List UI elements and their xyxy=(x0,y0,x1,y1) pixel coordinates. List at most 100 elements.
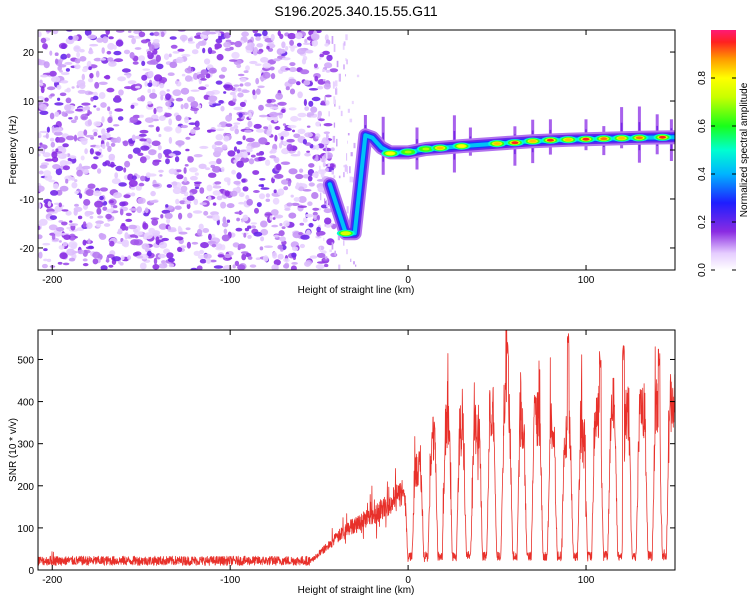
noise-blob xyxy=(304,132,313,138)
noise-blob xyxy=(215,128,225,131)
noise-blob xyxy=(185,148,190,152)
noise-blob xyxy=(323,208,332,214)
noise-blob xyxy=(283,258,290,263)
noise-blob xyxy=(98,232,105,239)
noise-blob xyxy=(324,43,329,47)
noise-blob xyxy=(180,185,188,192)
noise-blob xyxy=(316,214,320,221)
noise-blob xyxy=(128,179,138,187)
noise-blob xyxy=(194,186,200,190)
noise-blob xyxy=(41,263,48,269)
noise-blob xyxy=(233,146,238,152)
noise-speck xyxy=(345,58,347,61)
noise-blob xyxy=(135,185,142,191)
noise-speck xyxy=(347,133,350,136)
noise-blob xyxy=(97,135,102,138)
noise-blob xyxy=(74,64,81,70)
noise-blob xyxy=(265,159,271,166)
noise-blob xyxy=(175,198,180,205)
noise-blob xyxy=(215,134,224,141)
noise-blob xyxy=(155,236,160,244)
noise-blob xyxy=(206,91,215,96)
noise-blob xyxy=(74,179,78,183)
noise-blob xyxy=(289,88,296,95)
noise-blob xyxy=(194,120,200,128)
noise-speck xyxy=(346,206,349,214)
noise-blob xyxy=(241,89,250,93)
noise-blob xyxy=(212,214,220,222)
noise-blob xyxy=(196,71,202,75)
noise-blob xyxy=(245,194,250,200)
noise-blob xyxy=(51,126,55,134)
hot-spot xyxy=(386,152,394,155)
noise-blob xyxy=(320,250,327,255)
noise-blob xyxy=(136,120,142,125)
noise-blob xyxy=(38,251,43,259)
noise-blob xyxy=(233,180,241,185)
noise-blob xyxy=(47,201,52,207)
noise-blob xyxy=(281,179,289,185)
noise-blob xyxy=(59,185,69,192)
noise-blob xyxy=(83,199,91,206)
noise-blob xyxy=(85,189,94,196)
noise-speck xyxy=(328,111,330,117)
noise-blob xyxy=(207,240,217,244)
noise-blob xyxy=(181,53,191,57)
noise-blob xyxy=(312,172,319,178)
noise-blob xyxy=(300,69,310,75)
noise-blob xyxy=(217,124,222,128)
noise-blob xyxy=(305,229,311,237)
noise-blob xyxy=(206,129,216,132)
noise-blob xyxy=(79,56,87,62)
noise-blob xyxy=(92,251,101,259)
noise-blob xyxy=(113,58,124,63)
noise-blob xyxy=(234,40,242,48)
noise-blob xyxy=(212,103,222,106)
noise-blob xyxy=(108,264,114,268)
noise-blob xyxy=(291,252,297,258)
noise-blob xyxy=(147,101,153,105)
noise-blob xyxy=(207,195,212,202)
noise-blob xyxy=(242,135,246,141)
noise-blob xyxy=(302,42,311,45)
noise-blob xyxy=(222,222,229,228)
snr-ytick-label: 400 xyxy=(17,398,34,409)
noise-blob xyxy=(140,39,149,44)
noise-blob xyxy=(62,242,68,247)
noise-blob xyxy=(274,156,280,164)
noise-blob xyxy=(263,126,269,130)
noise-blob xyxy=(275,92,283,100)
noise-blob xyxy=(132,252,140,257)
noise-blob xyxy=(98,92,106,99)
noise-blob xyxy=(152,80,158,87)
noise-blob xyxy=(208,233,212,241)
noise-blob xyxy=(175,126,182,134)
noise-blob xyxy=(263,255,269,262)
noise-blob xyxy=(175,80,179,85)
noise-blob xyxy=(38,31,42,38)
noise-blob xyxy=(247,234,252,239)
noise-blob xyxy=(236,64,242,69)
noise-blob xyxy=(324,263,329,268)
noise-blob xyxy=(216,53,224,61)
hot-spot xyxy=(342,231,350,235)
noise-blob xyxy=(175,97,184,102)
noise-blob xyxy=(199,258,207,264)
noise-blob xyxy=(212,202,217,206)
noise-blob xyxy=(52,164,61,170)
noise-blob xyxy=(82,263,89,267)
noise-blob xyxy=(254,207,259,214)
noise-blob xyxy=(50,190,59,196)
noise-blob xyxy=(287,124,297,129)
noise-blob xyxy=(270,148,277,154)
noise-blob xyxy=(274,173,284,179)
noise-blob xyxy=(54,102,64,106)
snr-panel: -200 -100 0 100 0 100 200 300 400 500 Height of s… xyxy=(8,329,676,596)
noise-blob xyxy=(140,175,146,182)
noise-blob xyxy=(189,175,198,181)
noise-blob xyxy=(159,90,166,97)
noise-blob xyxy=(298,182,303,188)
noise-blob xyxy=(280,161,290,165)
noise-blob xyxy=(168,168,176,175)
noise-blob xyxy=(296,81,301,86)
